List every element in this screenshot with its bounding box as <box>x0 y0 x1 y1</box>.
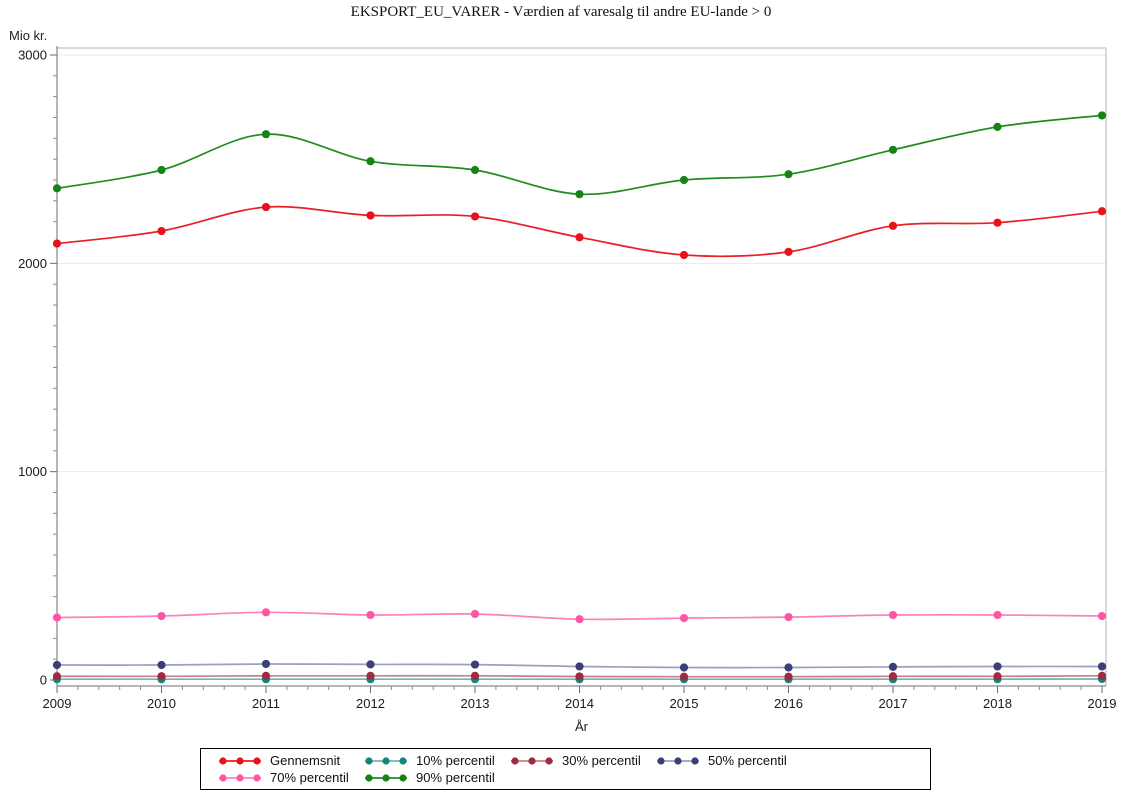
x-tick-label: 2014 <box>565 696 594 711</box>
data-point <box>784 170 793 179</box>
y-tick-label: 3000 <box>18 48 47 63</box>
legend-marker-icon <box>365 773 407 782</box>
legend-item-label: 30% percentil <box>562 753 641 768</box>
chart-title: EKSPORT_EU_VARER - Værdien af varesalg t… <box>350 4 772 20</box>
legend-item: 90% percentil <box>363 769 509 786</box>
legend-item-label: 50% percentil <box>708 753 787 768</box>
data-point <box>784 247 793 256</box>
data-point <box>888 610 898 620</box>
legend-item-label: 90% percentil <box>416 770 495 785</box>
x-axis-label: År <box>575 719 588 734</box>
legend-item: 30% percentil <box>509 752 655 769</box>
data-point <box>888 145 898 154</box>
data-point <box>575 233 584 242</box>
data-point <box>52 660 62 670</box>
data-point <box>157 165 166 175</box>
data-point <box>679 250 689 260</box>
legend-item: 10% percentil <box>363 752 509 769</box>
data-point <box>366 610 375 620</box>
data-point <box>261 659 271 669</box>
x-tick-label: 2012 <box>356 696 385 711</box>
data-point <box>366 660 375 669</box>
data-point <box>575 662 584 671</box>
series-line-90-percentil <box>56 114 1103 196</box>
x-tick-label: 2016 <box>774 696 803 711</box>
legend-marker-icon <box>657 756 699 765</box>
x-tick-label: 2017 <box>879 696 908 711</box>
data-point <box>470 165 480 175</box>
data-point <box>888 221 898 230</box>
y-axis-unit-label: Mio kr. <box>9 28 48 43</box>
data-point <box>679 175 689 185</box>
data-point <box>1097 662 1107 671</box>
data-point <box>1097 111 1107 120</box>
data-point <box>157 226 166 236</box>
legend-marker-icon <box>365 756 407 765</box>
legend-marker-icon <box>219 773 261 782</box>
data-point <box>575 615 584 624</box>
data-point <box>366 671 375 680</box>
legend-item-label: 10% percentil <box>416 753 495 768</box>
data-point <box>366 211 375 220</box>
data-point <box>470 609 480 619</box>
data-point <box>679 672 689 681</box>
x-tick-label: 2019 <box>1088 696 1117 711</box>
data-point <box>993 122 1002 131</box>
data-point <box>575 190 584 199</box>
x-tick-label: 2013 <box>461 696 490 711</box>
data-point <box>470 671 480 680</box>
data-point <box>1097 671 1107 680</box>
data-point <box>575 672 584 681</box>
data-point <box>993 218 1002 227</box>
legend-marker-icon <box>219 756 261 765</box>
data-point <box>261 130 271 139</box>
data-point <box>157 672 166 681</box>
y-tick-label: 1000 <box>18 464 47 479</box>
data-point <box>261 202 271 212</box>
data-point <box>679 614 689 623</box>
data-point <box>888 662 898 671</box>
legend-item-label: Gennemsnit <box>270 753 341 768</box>
data-point <box>470 660 480 669</box>
series-line-gennemsnit <box>56 205 1103 258</box>
data-point <box>157 660 166 670</box>
data-point <box>993 662 1002 671</box>
chart-legend: Gennemsnit 10% percentil 30% percentil 50% … <box>200 748 931 790</box>
y-tick-label: 0 <box>40 673 47 688</box>
y-tick-label: 2000 <box>18 256 47 271</box>
data-point <box>52 239 62 248</box>
legend-item: Gennemsnit <box>217 752 363 769</box>
data-point <box>261 671 271 680</box>
data-point <box>52 184 62 193</box>
data-point <box>157 611 166 621</box>
data-point <box>52 672 62 681</box>
x-tick-label: 2010 <box>147 696 176 711</box>
legend-item-label: 70% percentil <box>270 770 349 785</box>
data-point <box>784 672 793 681</box>
legend-marker-icon <box>511 756 553 765</box>
x-tick-label: 2015 <box>670 696 699 711</box>
data-point <box>1097 611 1107 621</box>
data-point <box>470 212 480 221</box>
data-point <box>261 608 271 617</box>
data-point <box>993 610 1002 620</box>
data-point <box>784 663 793 672</box>
legend-item: 70% percentil <box>217 769 363 786</box>
legend-item: 50% percentil <box>655 752 801 769</box>
x-tick-label: 2009 <box>43 696 72 711</box>
x-tick-label: 2011 <box>252 696 280 711</box>
data-point <box>366 157 375 166</box>
data-point <box>679 663 689 672</box>
data-point <box>888 672 898 681</box>
data-point <box>52 613 62 622</box>
data-point <box>784 612 793 622</box>
data-point <box>1097 207 1107 216</box>
x-tick-label: 2018 <box>983 696 1012 711</box>
data-point <box>993 672 1002 681</box>
